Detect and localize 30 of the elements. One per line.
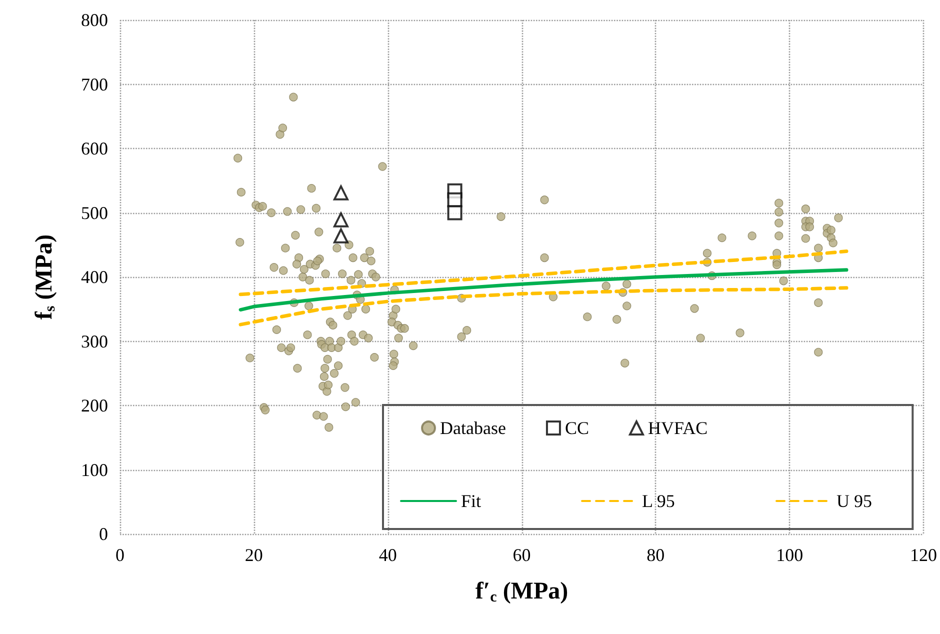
y-tick-label: 700: [81, 74, 108, 94]
legend-label: CC: [564, 418, 589, 438]
x-tick-label: 60: [512, 545, 531, 565]
y-tick-label: 500: [81, 202, 108, 223]
legend-label: L 95: [642, 491, 675, 511]
y-tick-label: 100: [81, 460, 108, 480]
x-tick-label: 120: [910, 545, 937, 565]
x-tick-label: 100: [776, 545, 804, 565]
point: [333, 212, 348, 228]
legend-label: Database: [440, 418, 506, 438]
y-tick-label: 0: [99, 524, 108, 544]
x-tick-label: 40: [378, 545, 397, 565]
x-tick-label: 20: [244, 545, 263, 565]
y-axis-title: fs (MPa): [32, 234, 58, 320]
point: [447, 205, 462, 220]
line-series: [238, 250, 848, 296]
point: [333, 185, 348, 200]
y-tick-label: 300: [81, 331, 108, 352]
y-tick-label: 800: [81, 10, 108, 30]
legend-label: Fit: [461, 491, 482, 511]
y-tick-label: 400: [81, 267, 108, 287]
line-series: [238, 268, 848, 312]
y-tick-label: 200: [81, 396, 108, 416]
legend-label: U 95: [836, 491, 872, 511]
x-tick-label: 0: [116, 545, 124, 565]
x-tick-label: 80: [646, 545, 665, 565]
y-tick-label: 600: [81, 138, 108, 158]
legend-label: HVFAC: [648, 418, 708, 438]
line-series: [238, 286, 848, 326]
point: [333, 228, 348, 244]
